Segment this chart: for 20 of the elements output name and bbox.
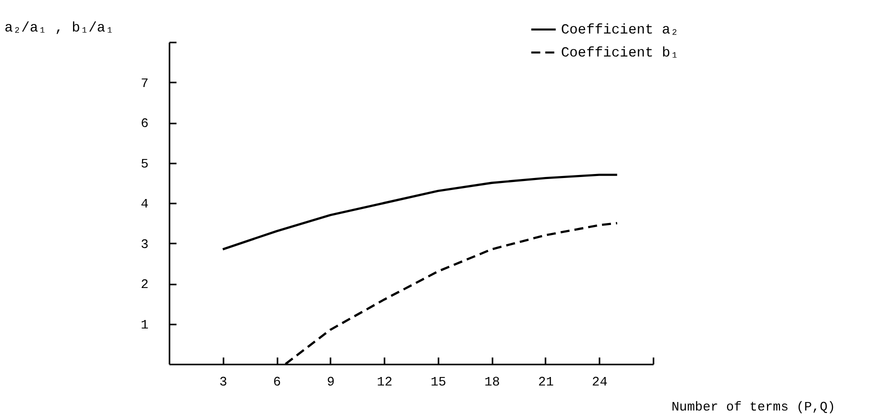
y-tick-label: 6 bbox=[140, 116, 148, 131]
x-tick-label: 15 bbox=[430, 374, 446, 390]
line-series bbox=[222, 174, 618, 250]
x-axis-title: Number of terms (P,Q) bbox=[672, 400, 836, 414]
y-tick-label: 4 bbox=[140, 196, 149, 212]
y-tick-label: 7 bbox=[140, 76, 148, 91]
legend-label: Coefficient a₂ bbox=[561, 22, 679, 38]
y-axis-title: a₂/a₁ , b₁/a₁ bbox=[4, 20, 114, 36]
y-tick-label: 3 bbox=[140, 236, 148, 252]
x-tick-label: 12 bbox=[376, 374, 392, 390]
x-tick-label: 3 bbox=[219, 374, 228, 390]
y-tick-label: 1 bbox=[140, 317, 149, 332]
x-tick-label: 18 bbox=[484, 374, 500, 390]
y-tick-label: 2 bbox=[140, 277, 148, 292]
x-tick-label: 6 bbox=[273, 374, 281, 390]
x-tick-label: 24 bbox=[592, 374, 608, 390]
x-tick-label: 21 bbox=[538, 374, 554, 390]
legend-label: Coefficient b₁ bbox=[561, 46, 679, 62]
x-tick-label: 9 bbox=[326, 374, 335, 390]
y-tick-label: 5 bbox=[140, 156, 148, 172]
